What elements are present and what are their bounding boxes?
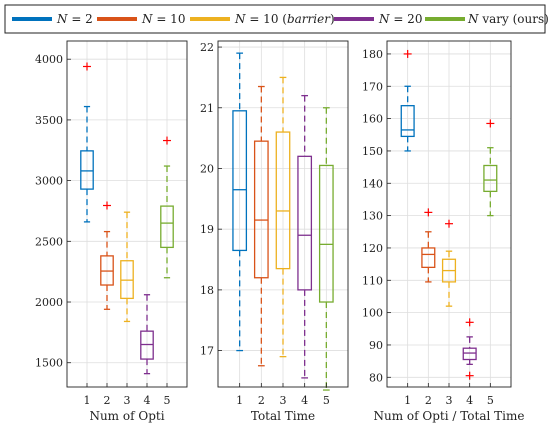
box-3	[441, 219, 457, 307]
box-3	[120, 211, 134, 323]
x-tick-label: 3	[124, 394, 131, 407]
box-2	[421, 208, 436, 283]
legend-item-n2: N = 2	[12, 12, 93, 26]
y-tick-label: 21	[200, 102, 214, 115]
box-2	[100, 201, 114, 310]
box-5	[318, 107, 334, 391]
panel-2: 17 18 19 20 21 22 1 2 3 4 5 Total Time	[200, 40, 349, 423]
box-4	[462, 318, 477, 380]
y-tick-label: 19	[200, 223, 214, 236]
box-iqr	[275, 131, 291, 270]
x-tick-label: 4	[301, 394, 308, 407]
box-5	[483, 119, 498, 217]
outlier-marker-1	[83, 62, 91, 71]
legend-item-n20: N = 20	[334, 12, 422, 26]
y-tick-label: 150	[362, 145, 383, 158]
x-tick-label: 5	[323, 394, 330, 407]
x-tick-label: 3	[446, 394, 453, 407]
y-tick-label: 2500	[35, 235, 63, 248]
legend: N = 2 N = 10 N = 10 (barrier) N = 20 N v…	[4, 4, 549, 34]
box-iqr	[160, 205, 174, 249]
legend-item-n10: N = 10	[97, 12, 185, 26]
x-axis-label: Num of Opti / Total Time	[373, 409, 524, 423]
box-4	[140, 294, 154, 375]
box-iqr	[400, 105, 415, 138]
y-tick-label: 110	[362, 274, 383, 287]
x-tick-label: 5	[487, 394, 494, 407]
legend-label-n10: N = 10	[141, 12, 185, 26]
panel-3: 80 90 100 110 120 130 140 150 160 170 180 1 2 3 4 5 Num …	[362, 40, 525, 423]
x-tick-label: 2	[425, 394, 432, 407]
legend-item-n-vary: N vary (ours)	[425, 12, 549, 26]
y-tick-label: 22	[200, 41, 214, 54]
box-5	[160, 136, 174, 279]
x-tick-label: 2	[258, 394, 265, 407]
y-tick-label: 160	[362, 113, 383, 126]
y-tick-label: 80	[369, 371, 383, 384]
legend-item-n10-barrier: N = 10 (barrier)	[190, 12, 335, 26]
box-iqr	[80, 150, 94, 190]
outlier-marker-2	[465, 371, 474, 380]
legend-label-n20: N = 20	[378, 12, 422, 26]
y-tick-label: 4000	[35, 53, 63, 66]
y-tick-label: 20	[200, 162, 214, 175]
outlier-marker-1	[465, 318, 474, 327]
y-tick-label: 2000	[35, 296, 63, 309]
y-tick-label: 170	[362, 80, 383, 93]
box-iqr	[318, 164, 334, 303]
box-iqr	[483, 164, 498, 193]
y-tick-label: 1500	[35, 357, 63, 370]
x-tick-label: 5	[164, 394, 171, 407]
legend-label-n10-barrier: N = 10 (barrier)	[234, 12, 335, 26]
legend-label-n2: N = 2	[56, 12, 93, 26]
box-iqr	[462, 347, 477, 361]
outlier-marker-1	[163, 136, 171, 145]
box-iqr	[421, 247, 436, 269]
outlier-marker-1	[103, 201, 111, 210]
x-tick-label: 2	[104, 394, 111, 407]
outlier-marker-1	[403, 49, 412, 58]
box-3	[275, 76, 291, 358]
y-tick-label: 100	[362, 307, 383, 320]
outlier-marker-1	[445, 219, 453, 228]
legend-label-n-vary: N vary (ours)	[467, 12, 549, 26]
x-axis-label: Num of Opti	[89, 409, 164, 423]
x-tick-label: 1	[404, 394, 411, 407]
x-tick-label: 1	[84, 394, 91, 407]
x-axis-label: Total Time	[251, 409, 315, 423]
y-tick-label: 90	[369, 339, 383, 352]
y-tick-label: 120	[362, 242, 383, 255]
y-tick-label: 180	[362, 48, 383, 61]
box-iqr	[253, 140, 269, 279]
y-tick-label: 140	[362, 177, 383, 190]
outlier-marker-1	[486, 119, 495, 128]
outlier-marker-1	[424, 208, 433, 217]
y-tick-label: 17	[200, 345, 214, 358]
box-iqr	[297, 155, 313, 291]
box-1	[232, 52, 248, 352]
x-tick-label: 4	[144, 394, 151, 407]
box-1	[400, 49, 415, 152]
y-tick-label: 18	[200, 284, 214, 297]
y-tick-label: 130	[362, 210, 383, 223]
box-1	[80, 62, 94, 223]
x-tick-label: 3	[280, 394, 287, 407]
y-tick-label: 3000	[35, 175, 63, 188]
box-2	[253, 85, 269, 367]
y-tick-label: 3500	[35, 114, 63, 127]
x-tick-label: 4	[466, 394, 473, 407]
box-iqr	[232, 110, 248, 252]
box-4	[297, 94, 313, 379]
x-tick-label: 1	[236, 394, 243, 407]
